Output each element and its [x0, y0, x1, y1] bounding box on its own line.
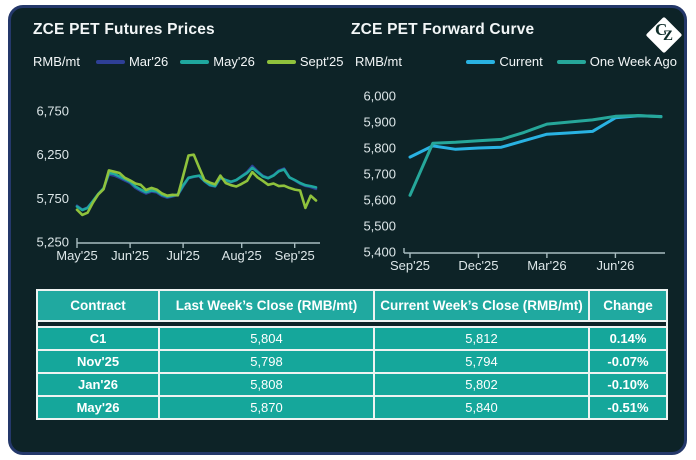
- may26-line-swatch-icon: [180, 59, 210, 64]
- cell-last-close: 5,804: [158, 326, 375, 351]
- legend-item-current: Current: [466, 54, 543, 69]
- table-row-may26: May'26 5,870 5,840 -0.51%: [36, 395, 668, 420]
- legend-item-mar26: Mar'26: [95, 54, 169, 69]
- cell-current-close: 5,794: [373, 349, 590, 374]
- cell-change: 0.14%: [588, 326, 668, 351]
- svg-text:6,250: 6,250: [36, 147, 69, 162]
- cell-change: -0.51%: [588, 395, 668, 420]
- svg-text:5,900: 5,900: [363, 115, 396, 130]
- table-row-c1: C1 5,804 5,812 0.14%: [36, 326, 668, 351]
- cell-current-close: 5,840: [373, 395, 590, 420]
- legend-label-mar26: Mar'26: [128, 54, 169, 69]
- col-header-change: Change: [588, 289, 668, 322]
- header-gap-row: [36, 320, 668, 328]
- svg-text:Jun'26: Jun'26: [596, 258, 634, 273]
- report-card: ZCE PET Futures Prices ZCE PET Forward C…: [8, 5, 687, 455]
- futures-legend: Mar'26 May'26 Sept'25: [95, 54, 344, 69]
- legend-label-may26: May'26: [213, 54, 255, 69]
- logo-letter-c: C: [655, 20, 668, 39]
- legend-item-may26: May'26: [180, 54, 255, 69]
- table-row-jan26: Jan'26 5,808 5,802 -0.10%: [36, 372, 668, 397]
- svg-text:5,500: 5,500: [363, 219, 396, 234]
- cell-last-close: 5,798: [158, 349, 375, 374]
- cell-current-close: 5,812: [373, 326, 590, 351]
- logo-letter-z: Z: [663, 28, 674, 44]
- col-header-contract: Contract: [36, 289, 160, 322]
- table-row-nov25: Nov'25 5,798 5,794 -0.07%: [36, 349, 668, 374]
- svg-text:Dec'25: Dec'25: [458, 258, 498, 273]
- mar26-line-swatch-icon: [95, 59, 125, 64]
- weekly-close-table: Contract Last Week’s Close (RMB/mt) Curr…: [36, 289, 668, 420]
- legend-item-one-week-ago: One Week Ago: [556, 54, 677, 69]
- forward-legend: Current One Week Ago: [466, 54, 677, 69]
- cell-change: -0.07%: [588, 349, 668, 374]
- cell-change: -0.10%: [588, 372, 668, 397]
- cell-contract: May'26: [36, 395, 160, 420]
- cell-current-close: 5,802: [373, 372, 590, 397]
- svg-text:May'25: May'25: [56, 248, 98, 263]
- svg-text:6,000: 6,000: [363, 89, 396, 104]
- svg-text:5,600: 5,600: [363, 193, 396, 208]
- cell-contract: C1: [36, 326, 160, 351]
- forward-unit-label: RMB/mt: [355, 54, 402, 69]
- svg-text:Mar'26: Mar'26: [527, 258, 566, 273]
- svg-text:Jul'25: Jul'25: [166, 248, 200, 263]
- forward-legend-row: RMB/mt Current One Week Ago: [355, 54, 677, 69]
- svg-text:5,250: 5,250: [36, 235, 69, 250]
- legend-item-sept25: Sept'25: [266, 54, 344, 69]
- svg-text:5,800: 5,800: [363, 141, 396, 156]
- current-line-swatch-icon: [466, 59, 496, 64]
- cz-logo: C Z: [642, 13, 686, 57]
- forward-curve-title: ZCE PET Forward Curve: [351, 21, 535, 38]
- futures-chart-title: ZCE PET Futures Prices: [33, 21, 215, 38]
- legend-label-one-week-ago: One Week Ago: [589, 54, 677, 69]
- one-week-ago-line-swatch-icon: [556, 59, 586, 64]
- svg-text:6,750: 6,750: [36, 104, 69, 119]
- sept25-line-swatch-icon: [266, 59, 296, 64]
- table-header-row: Contract Last Week’s Close (RMB/mt) Curr…: [36, 289, 668, 322]
- svg-text:5,750: 5,750: [36, 191, 69, 206]
- futures-unit-label: RMB/mt: [33, 54, 80, 69]
- legend-label-current: Current: [499, 54, 543, 69]
- cell-contract: Jan'26: [36, 372, 160, 397]
- col-header-last-week-close: Last Week’s Close (RMB/mt): [158, 289, 375, 322]
- svg-text:5,400: 5,400: [363, 245, 396, 260]
- svg-text:Sep'25: Sep'25: [390, 258, 430, 273]
- futures-legend-row: RMB/mt Mar'26 May'26 Sept'25: [33, 54, 344, 69]
- logo-monogram: C Z: [642, 13, 686, 57]
- svg-text:Sep'25: Sep'25: [275, 248, 315, 263]
- svg-text:5,700: 5,700: [363, 167, 396, 182]
- col-header-current-week-close: Current Week’s Close (RMB/mt): [373, 289, 590, 322]
- svg-text:Jun'25: Jun'25: [111, 248, 149, 263]
- forward-curve-line-chart: 6,000 5,900 5,800 5,700 5,600 5,500 5,400Sep'2…: [363, 89, 665, 273]
- cell-contract: Nov'25: [36, 349, 160, 374]
- cell-last-close: 5,870: [158, 395, 375, 420]
- cell-last-close: 5,808: [158, 372, 375, 397]
- svg-text:Aug'25: Aug'25: [222, 248, 262, 263]
- legend-label-sept25: Sept'25: [299, 54, 344, 69]
